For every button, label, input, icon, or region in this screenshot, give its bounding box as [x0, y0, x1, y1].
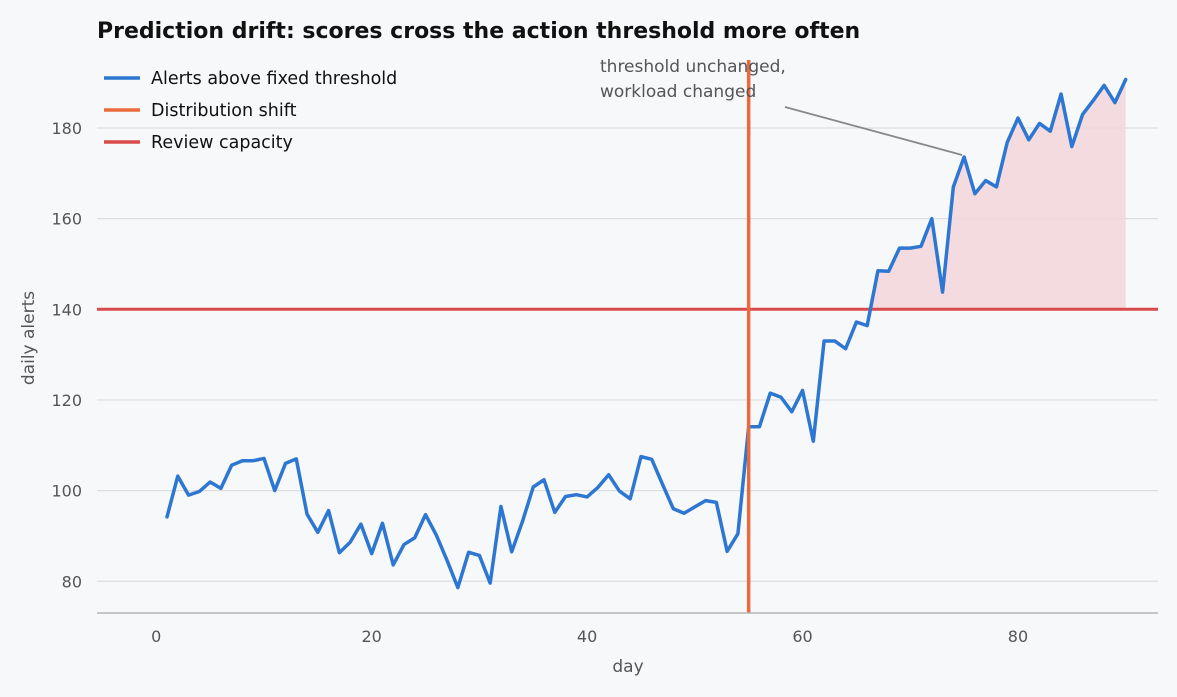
legend-label: Review capacity [151, 133, 293, 153]
x-tick-label: 80 [1008, 627, 1028, 646]
y-tick-label: 140 [51, 300, 82, 319]
shaded-region-layer [870, 79, 1126, 310]
axes: 80 100 120 140 160 180 0 20 40 60 80 [51, 119, 1158, 646]
excess-workload-area [870, 79, 1126, 310]
x-axis-label: day [612, 657, 643, 677]
y-tick-label: 80 [62, 572, 82, 591]
y-tick-label: 120 [51, 391, 82, 410]
annotation: threshold unchanged, workload changed [600, 57, 963, 156]
legend-label: Alerts above fixed threshold [151, 69, 397, 89]
y-tick-label: 160 [51, 210, 82, 229]
annotation-arrow [784, 106, 963, 156]
alerts-series-line [165, 77, 1128, 590]
y-tick-label: 100 [51, 482, 82, 501]
x-tick-label: 20 [361, 627, 381, 646]
legend-label: Distribution shift [151, 101, 297, 121]
annotation-text: threshold unchanged, [600, 57, 786, 77]
legend: Alerts above fixed threshold Distribution… [104, 69, 397, 153]
annotation-text: workload changed [600, 82, 756, 102]
x-tick-label: 0 [151, 627, 161, 646]
chart-title: Prediction drift: scores cross the actio… [97, 19, 860, 44]
y-tick-label: 180 [51, 119, 82, 138]
x-tick-label: 60 [792, 627, 812, 646]
y-axis-label: daily alerts [19, 291, 39, 385]
series-layer [165, 77, 1128, 590]
x-tick-label: 40 [577, 627, 597, 646]
